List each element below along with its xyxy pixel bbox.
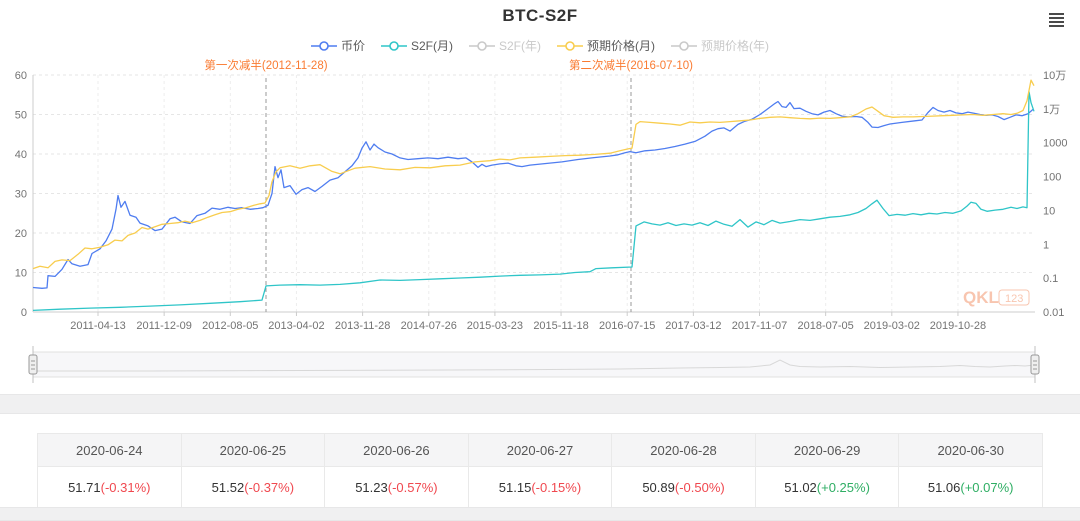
x-axis-tick: 2015-03-23 bbox=[467, 320, 523, 332]
s2f-change: (+0.07%) bbox=[960, 479, 1014, 495]
series-coin-price-line bbox=[32, 100, 1034, 289]
s2f-change: (+0.25%) bbox=[816, 479, 870, 495]
table-value-cell: 51.23(-0.57%) bbox=[324, 466, 469, 508]
legend-marker-icon bbox=[380, 40, 407, 51]
legend-item-expected-price-year[interactable]: 预期价格(年) bbox=[671, 37, 769, 54]
legend-label: 预期价格(月) bbox=[587, 39, 656, 53]
x-axis-tick: 2013-04-02 bbox=[268, 320, 324, 332]
legend-marker-icon bbox=[557, 40, 584, 51]
table-value-cell: 51.71(-0.31%) bbox=[37, 466, 182, 508]
x-axis-tick: 2012-08-05 bbox=[202, 320, 258, 332]
datazoom-track[interactable] bbox=[32, 351, 1036, 378]
left-axis-tick: 10 bbox=[15, 268, 27, 280]
table-value-cell: 51.15(-0.15%) bbox=[467, 466, 613, 508]
menu-icon[interactable] bbox=[1049, 13, 1064, 29]
legend-item-coin-price[interactable]: 币价 bbox=[310, 37, 365, 54]
x-axis-tick: 2013-11-28 bbox=[335, 320, 390, 332]
table-date-header: 2020-06-28 bbox=[611, 433, 756, 467]
legend-item-s2f-month[interactable]: S2F(月) bbox=[380, 37, 453, 54]
right-axis-tick: 10 bbox=[1043, 205, 1055, 217]
table-value-cell: 51.06(+0.07%) bbox=[898, 466, 1043, 508]
legend-item-s2f-year[interactable]: S2F(年) bbox=[469, 37, 541, 54]
table-date-header: 2020-06-30 bbox=[898, 433, 1043, 467]
left-axis-tick: 20 bbox=[15, 228, 27, 240]
table-date-header: 2020-06-29 bbox=[754, 433, 900, 467]
table-date-header: 2020-06-25 bbox=[180, 433, 326, 467]
table-date-header: 2020-06-26 bbox=[324, 433, 469, 467]
legend-label: S2F(月) bbox=[410, 39, 453, 53]
x-axis-tick: 2019-03-02 bbox=[864, 320, 920, 332]
right-axis-tick: 10万 bbox=[1043, 70, 1066, 82]
btc-s2f-chart: 0 10 20 30 40 50 60 10万 1万 1000 100 10 1 0.1 0.01 2011-… bbox=[15, 58, 1067, 383]
left-axis-tick: 50 bbox=[15, 110, 27, 122]
s2f-value: 51.02 bbox=[784, 479, 817, 495]
svg-text:QKL: QKL bbox=[963, 288, 999, 307]
halving-annotation: 第二次减半(2016-07-10) bbox=[569, 58, 693, 72]
s2f-change: (-0.57%) bbox=[387, 479, 438, 495]
table-date-header: 2020-06-24 bbox=[37, 433, 182, 467]
right-axis-tick: 1000 bbox=[1043, 138, 1067, 150]
legend-label: 预期价格(年) bbox=[701, 39, 770, 53]
x-axis-tick: 2015-11-18 bbox=[533, 320, 588, 332]
series-expected-price-month-line bbox=[32, 79, 1035, 270]
s2f-change: (-0.50%) bbox=[674, 479, 725, 495]
legend-item-expected-price-month[interactable]: 预期价格(月) bbox=[557, 37, 655, 54]
x-axis-tick: 2016-07-15 bbox=[599, 320, 655, 332]
s2f-change: (-0.15%) bbox=[531, 479, 582, 495]
table-value-cell: 51.02(+0.25%) bbox=[754, 466, 900, 508]
svg-text:123: 123 bbox=[1005, 293, 1023, 305]
page-bottom-band bbox=[0, 507, 1080, 521]
x-axis-tick: 2011-04-13 bbox=[70, 320, 125, 332]
right-axis-tick: 100 bbox=[1043, 172, 1061, 184]
left-axis-tick: 60 bbox=[15, 70, 27, 82]
left-axis-tick: 30 bbox=[15, 189, 27, 201]
legend-marker-icon bbox=[469, 40, 495, 51]
x-axis-tick: 2017-03-12 bbox=[665, 320, 721, 332]
halving-annotation: 第一次减半(2012-11-28) bbox=[204, 58, 327, 72]
x-axis-tick: 2017-11-07 bbox=[732, 320, 787, 332]
right-axis-tick: 1万 bbox=[1043, 104, 1060, 116]
series-s2f-month-line bbox=[32, 90, 1035, 312]
table-value-cell: 50.89(-0.50%) bbox=[611, 466, 756, 508]
x-axis-tick: 2011-12-09 bbox=[136, 320, 191, 332]
legend-marker-icon bbox=[671, 40, 698, 51]
page-title: BTC-S2F bbox=[502, 6, 578, 25]
left-axis-tick: 0 bbox=[21, 307, 27, 319]
s2f-value: 50.89 bbox=[642, 479, 675, 495]
s2f-value: 51.52 bbox=[211, 479, 245, 495]
s2f-value: 51.15 bbox=[498, 479, 532, 495]
right-axis-tick: 0.01 bbox=[1043, 307, 1064, 319]
price-table-wrap: 2020-06-24 2020-06-25 2020-06-26 2020-06-27… bbox=[37, 433, 1043, 508]
table-value-cell: 51.52(-0.37%) bbox=[180, 466, 326, 508]
s2f-value: 51.23 bbox=[355, 479, 388, 495]
legend-label: 币价 bbox=[340, 39, 365, 53]
s2f-change: (-0.37%) bbox=[244, 479, 295, 495]
x-axis-tick: 2019-10-28 bbox=[930, 320, 986, 332]
x-axis-tick: 2018-07-05 bbox=[798, 320, 854, 332]
table-date-header: 2020-06-27 bbox=[467, 433, 613, 467]
qkl123-watermark: QKL 123 bbox=[963, 288, 1030, 307]
s2f-value: 51.71 bbox=[68, 479, 101, 495]
chart-legend: 币价 S2F(月) S2F(年) 预期价格(月) 预期价格(年) bbox=[0, 37, 1080, 54]
s2f-value: 51.06 bbox=[927, 479, 961, 495]
x-axis-tick: 2014-07-26 bbox=[401, 320, 457, 332]
page-divider-band bbox=[0, 394, 1080, 414]
datazoom-profile bbox=[33, 359, 1036, 372]
legend-label: S2F(年) bbox=[499, 39, 542, 53]
right-axis-tick: 0.1 bbox=[1043, 273, 1058, 285]
legend-marker-icon bbox=[310, 40, 337, 51]
left-axis-tick: 40 bbox=[15, 149, 27, 161]
s2f-change: (-0.31%) bbox=[100, 479, 151, 495]
price-table: 2020-06-24 2020-06-25 2020-06-26 2020-06-27… bbox=[37, 433, 1043, 508]
right-axis-tick: 1 bbox=[1043, 239, 1049, 251]
